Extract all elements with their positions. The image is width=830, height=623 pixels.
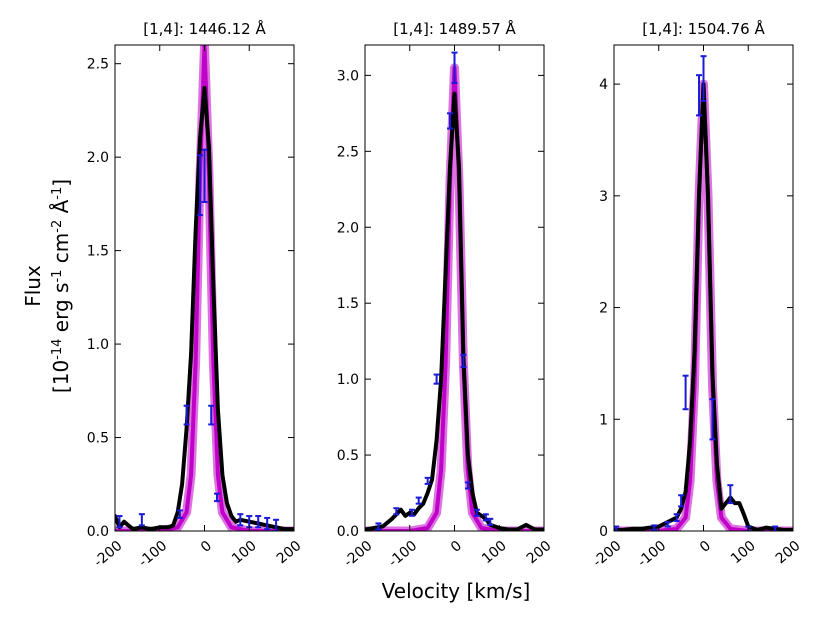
x-tick-label: 0 (697, 538, 714, 556)
error-bar (408, 508, 415, 517)
error-bar (214, 492, 221, 503)
plot-area (614, 55, 793, 531)
x-tick-label: 200 (773, 538, 804, 567)
y-tick-label: 1.5 (87, 244, 109, 260)
error-bar (138, 513, 145, 527)
error-bar (433, 373, 440, 385)
y-tick-label: 1.0 (337, 372, 359, 388)
panel-2: [1,4]: 1489.57 Å 0.0 0.5 1.0 1.5 2.0 2.5 3.0 -2… (337, 19, 555, 570)
error-bar (700, 55, 707, 102)
y-tick-label: 3 (599, 189, 608, 205)
x-tick-label: 0 (448, 538, 465, 556)
error-bar (473, 508, 480, 517)
y-tick-label: 1.5 (337, 296, 359, 312)
x-axis-title: Velocity [km/s] (382, 579, 531, 603)
y-tick-label: 3.0 (337, 68, 359, 84)
error-bar (255, 515, 262, 529)
y-tick-label: 0.0 (337, 524, 359, 540)
error-bar (447, 112, 454, 130)
x-tick-label: 200 (274, 538, 305, 567)
error-bar (727, 484, 734, 505)
error-bar (682, 374, 689, 411)
panel-title: [1,4]: 1446.12 Å (143, 19, 266, 38)
error-bar (424, 476, 431, 485)
y-axis-title-line1: Flux (21, 265, 45, 307)
error-bar (482, 513, 489, 522)
error-bar (393, 507, 400, 516)
error-bar (375, 522, 382, 531)
x-tick-label: 100 (229, 538, 260, 567)
error-bar (176, 509, 183, 519)
y-tick-label: 1 (599, 412, 608, 428)
error-bar (116, 515, 123, 529)
error-bar (772, 525, 779, 531)
x-tick-label: 100 (728, 538, 759, 567)
observed-line (115, 86, 294, 531)
panel-title: [1,4]: 1504.76 Å (642, 19, 765, 38)
x-tick-label: 100 (479, 538, 510, 567)
model-band (365, 63, 544, 531)
error-bar (464, 481, 471, 490)
y-tick-label: 4 (599, 77, 608, 93)
y-tick-label: 0.5 (337, 448, 359, 464)
x-tick-label: -100 (635, 538, 670, 571)
y-axis-title: Flux [10-14 erg s-1 cm-2 Å-1] (21, 179, 73, 393)
x-tick-label: -200 (341, 538, 376, 571)
panel-3: [1,4]: 1504.76 Å 0 1 2 3 4 -200 -100 0 100 200 (590, 19, 804, 570)
y-tick-label: 0 (599, 524, 608, 540)
error-bar (183, 404, 190, 426)
plot-area (115, 45, 294, 531)
x-tick-label: -200 (590, 538, 625, 571)
y-tick-label: 0.5 (87, 431, 109, 447)
x-tick-label: 0 (198, 538, 215, 556)
error-bar (664, 521, 671, 528)
y-axis-title-line2: [10-14 erg s-1 cm-2 Å-1] (49, 179, 73, 393)
x-tick-label: -100 (136, 538, 171, 571)
model-band (614, 79, 793, 531)
plot-area (365, 51, 544, 531)
error-bar (460, 353, 467, 368)
y-tick-label: 2.0 (337, 220, 359, 236)
error-bar (673, 513, 680, 522)
error-bar (651, 524, 658, 531)
error-bar (709, 398, 716, 441)
x-tick-label: -200 (91, 538, 126, 571)
error-bar (237, 513, 244, 527)
y-tick-label: 2 (599, 301, 608, 317)
y-tick-label: 2.5 (337, 144, 359, 160)
y-tick-label: 2.5 (87, 57, 109, 73)
error-bar (451, 51, 458, 84)
error-bar (264, 516, 271, 531)
error-bar (201, 148, 208, 204)
error-bar (678, 494, 685, 508)
panel-1: [1,4]: 1446.12 Å 0.0 0.5 1.0 1.5 2.0 2.5 -200-… (87, 19, 305, 570)
error-bar (696, 74, 703, 117)
y-tick-label: 2.0 (87, 150, 109, 166)
model-band (115, 45, 294, 531)
panel-title: [1,4]: 1489.57 Å (393, 19, 516, 38)
y-tick-label: 1.0 (87, 337, 109, 353)
model-line (115, 45, 294, 531)
error-bar (273, 518, 280, 531)
error-bar (197, 154, 204, 217)
y-tick-label: 0.0 (87, 524, 109, 540)
x-tick-label: -100 (386, 538, 421, 571)
error-bar (208, 404, 215, 426)
error-bar (487, 517, 494, 526)
error-bar (415, 496, 422, 505)
x-tick-label: 200 (524, 538, 555, 567)
